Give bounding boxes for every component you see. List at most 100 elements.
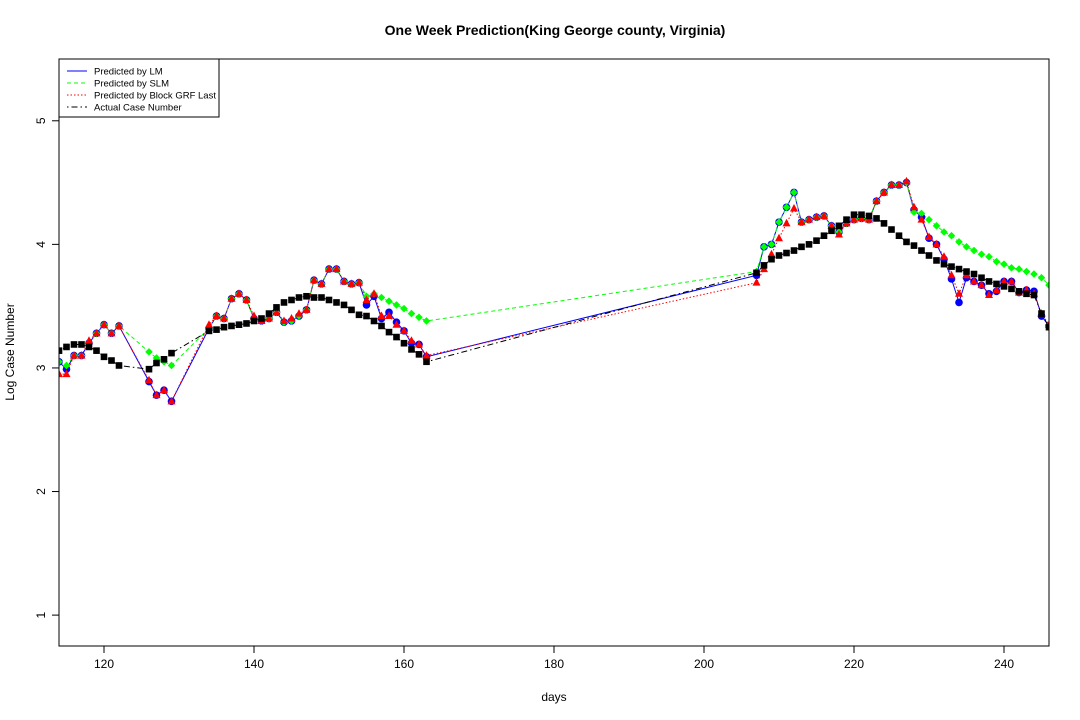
predicted-by-block-grf-last-point [790,204,798,212]
predicted-by-block-grf-last-point [280,316,288,324]
predicted-by-block-grf-last-point [910,202,918,211]
actual-case-number-point [363,312,370,320]
x-axis: 120 140 160 180 200 220 240 [94,646,1014,671]
predicted-by-block-grf-last-point [835,229,843,238]
actual-case-number-point [59,347,63,354]
actual-case-number-point [168,349,175,357]
actual-case-number-point [753,269,760,277]
actual-case-number-point [850,211,858,219]
actual-case-number-point [348,306,355,314]
predicted-by-block-grf-last-point [377,311,386,320]
y-tick-label: 2 [34,488,48,495]
predicted-by-block-grf-last-point [805,215,813,223]
actual-case-number-point [355,311,363,319]
actual-case-number-point [1000,283,1008,290]
chart-title: One Week Prediction(King George county, … [385,22,726,38]
actual-case-number-point [378,322,385,330]
actual-case-number-point [153,359,160,367]
predicted-by-slm-point [385,297,393,306]
actual-case-number-point [333,299,340,306]
x-tick-label: 240 [994,657,1014,671]
actual-case-number-point [220,323,228,331]
predicted-by-block-grf-last-point [340,276,348,285]
predicted-by-slm-point [790,188,798,197]
predicted-by-block-grf-last-point [970,276,978,285]
predicted-by-block-grf-last-point [212,311,221,320]
predicted-by-block-grf-last-point [70,351,78,359]
predicted-by-block-grf-last-point [385,311,393,320]
predicted-by-block-grf-last-point [400,326,408,334]
actual-case-number-point [925,252,933,259]
actual-case-number-point [303,292,310,300]
predicted-by-block-grf-last-point [355,278,363,286]
predicted-by-block-grf-last-point [872,196,881,205]
actual-case-number-point [408,346,415,353]
predicted-by-slm-point [377,293,386,302]
predicted-by-slm-point [782,203,791,212]
predicted-by-block-grf-last-point [59,369,63,378]
predicted-by-block-grf-last-point [152,390,161,399]
predicted-by-block-grf-last-point [392,320,401,328]
predicted-by-block-grf-last-point [902,176,911,185]
actual-case-number-point [243,320,250,327]
actual-case-number-point [393,333,400,341]
predicted-by-block-grf-last-point [977,280,986,289]
predicted-by-slm-point [422,317,431,325]
predicted-by-block-grf-last-point [947,270,956,279]
predicted-by-block-grf-last-point [332,264,341,273]
predicted-by-block-grf-last-point [302,305,311,313]
predicted-by-block-grf-last-point [370,289,378,297]
actual-case-number-point [963,268,970,275]
predicted-by-block-grf-last-point [362,295,371,303]
predicted-by-slm-point [145,348,153,356]
actual-case-number-point [85,343,93,351]
predicted-by-slm-point [955,238,963,246]
actual-case-number-point [910,242,918,249]
predicted-by-block-grf-last-point [160,385,168,394]
predicted-by-slm-point [59,357,63,366]
predicted-by-slm-point [1000,260,1008,268]
predicted-by-block-grf-last-point [310,275,318,284]
y-tick-label: 5 [34,117,48,124]
predicted-by-slm-point [985,252,993,261]
actual-case-number-point [370,317,378,325]
predicted-by-block-grf-last-point [145,375,153,384]
x-tick-label: 160 [394,657,414,671]
predicted-by-lm-point [955,298,963,307]
actual-case-number-point [280,299,288,306]
predicted-by-block-grf-last-point [287,314,296,322]
predicted-by-block-grf-last-point [985,290,993,299]
predicted-by-block-grf-last-point [955,289,963,297]
actual-case-number-point [888,226,895,233]
actual-case-number-point [228,322,235,330]
predicted-by-block-grf-last-point [407,336,416,344]
actual-case-number-point [93,347,100,354]
predicted-by-slm-point [62,361,71,370]
legend-label-predicted-by-lm: Predicted by LM [94,67,163,78]
predicted-by-slm-point [760,243,768,251]
predicted-by-slm-point [932,222,941,230]
actual-case-number-point [63,343,70,351]
predicted-by-block-grf-last-point [317,279,326,287]
predicted-by-block-grf-last-point [422,351,431,359]
predicted-by-slm-point [1045,281,1049,289]
predicted-by-block-grf-last-point [1007,276,1016,285]
actual-case-number-point [768,255,775,263]
actual-case-number-point [1008,285,1015,293]
x-tick-label: 120 [94,657,114,671]
actual-case-number-point [415,351,423,358]
predicted-by-block-grf-last-point [235,289,243,297]
predicted-by-slm-point [970,246,978,255]
predicted-by-block-grf-last-point [880,187,888,196]
actual-case-number-point [310,294,318,301]
actual-case-number-point [295,294,303,301]
predicted-by-slm-point [767,240,776,249]
predicted-by-block-grf-last-point [992,285,1001,294]
actual-case-number-point [873,215,880,222]
actual-case-number-point [273,304,280,311]
predicted-by-block-grf-last-point [107,328,116,337]
x-tick-label: 200 [694,657,714,671]
predicted-by-block-grf-last-markers [59,176,1049,405]
predicted-by-block-grf-last-point [77,351,86,359]
